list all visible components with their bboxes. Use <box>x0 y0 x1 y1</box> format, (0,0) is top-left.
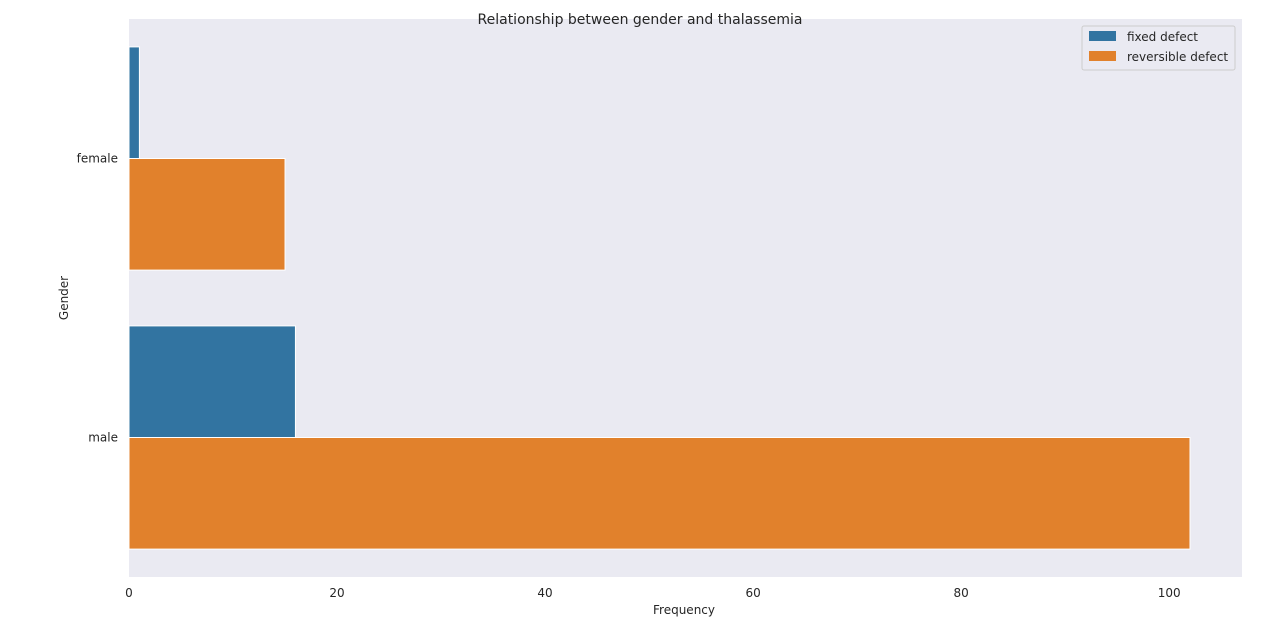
chart-title: Relationship between gender and thalasse… <box>478 12 803 28</box>
x-tick-label-80: 80 <box>954 586 969 600</box>
bars <box>128 46 1191 550</box>
y-tick-label-male: male <box>88 431 118 445</box>
y-tick-label-female: female <box>77 152 118 166</box>
y-ticks: female male <box>77 152 118 445</box>
legend-box <box>1081 25 1236 71</box>
x-ticks: 0 20 40 60 80 100 <box>125 586 1180 600</box>
bar-female-fixed-defect <box>128 46 140 159</box>
bar-male-fixed-defect <box>128 325 296 438</box>
x-tick-label-100: 100 <box>1158 586 1181 600</box>
x-tick-label-0: 0 <box>125 586 133 600</box>
x-axis-label: Frequency <box>653 603 715 617</box>
legend: fixed defect reversible defect <box>1081 25 1236 71</box>
x-tick-label-20: 20 <box>329 586 344 600</box>
legend-label-fixed-defect: fixed defect <box>1127 30 1198 44</box>
bar-female-reversible-defect <box>128 158 286 271</box>
y-axis-label: Gender <box>57 276 71 320</box>
legend-swatch-fixed-defect <box>1089 31 1116 41</box>
legend-swatch-reversible-defect <box>1089 51 1116 61</box>
bar-male-reversible-defect <box>128 437 1191 550</box>
x-tick-label-40: 40 <box>537 586 552 600</box>
x-tick-label-60: 60 <box>745 586 760 600</box>
legend-label-reversible-defect: reversible defect <box>1127 50 1228 64</box>
